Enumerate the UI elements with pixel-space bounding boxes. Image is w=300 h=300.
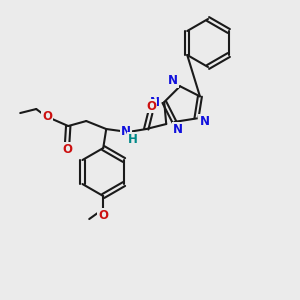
Text: O: O (98, 208, 108, 221)
Text: O: O (146, 100, 156, 112)
Text: O: O (62, 142, 72, 155)
Text: N: N (168, 74, 178, 87)
Text: O: O (42, 110, 52, 122)
Text: H: H (128, 133, 138, 146)
Text: N: N (150, 95, 160, 109)
Text: N: N (173, 123, 183, 136)
Text: N: N (200, 115, 209, 128)
Text: N: N (121, 124, 131, 137)
